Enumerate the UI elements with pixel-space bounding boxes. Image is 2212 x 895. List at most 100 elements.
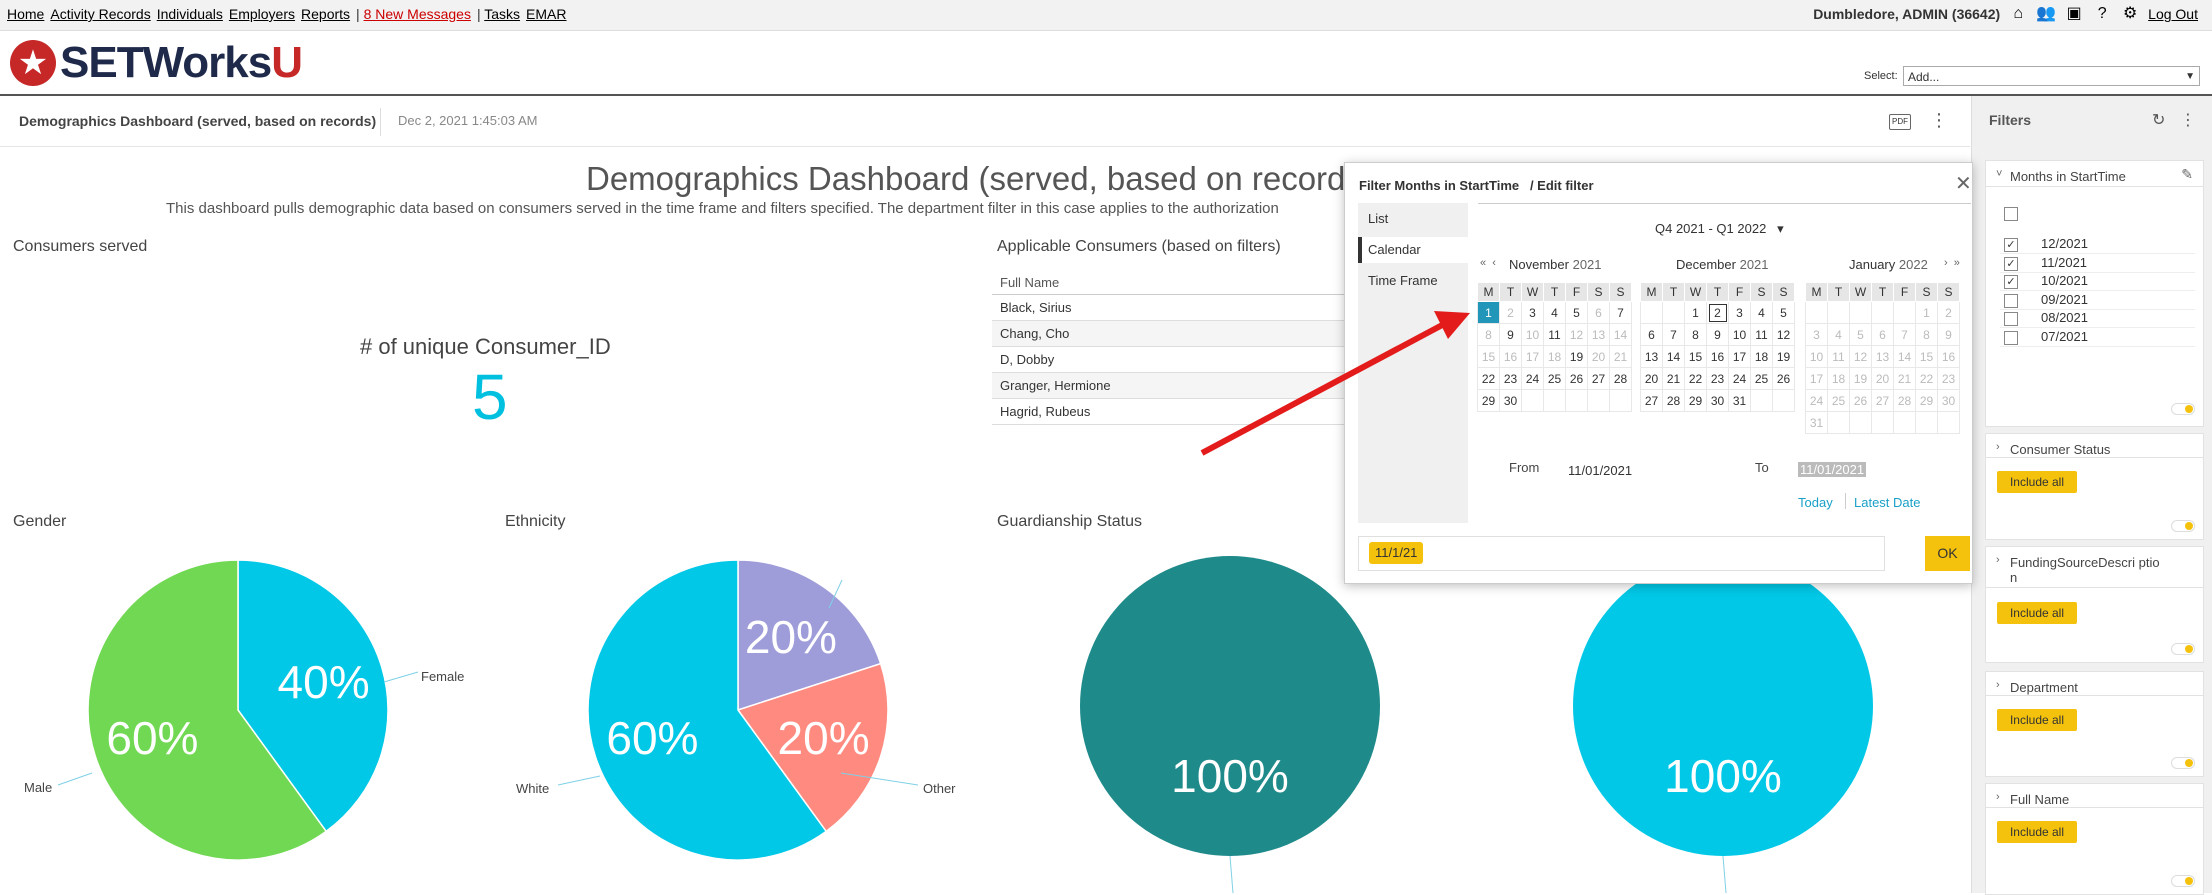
calendar-day[interactable]: 8 <box>1477 323 1500 346</box>
pdf-export-icon[interactable]: PDF <box>1889 114 1911 130</box>
chevron-down-icon[interactable]: ˅ <box>1996 168 2003 180</box>
nav-activity-records-link[interactable]: Activity Records <box>50 6 151 22</box>
chevron-right-icon[interactable]: › <box>1996 554 2000 566</box>
calendar-day[interactable]: 17 <box>1728 345 1751 368</box>
calendar-day[interactable]: 8 <box>1915 323 1938 346</box>
calendar-day[interactable]: 2 <box>1706 301 1729 324</box>
calendar-day[interactable]: 14 <box>1609 323 1632 346</box>
prev-year-icon[interactable]: « ‹ <box>1480 257 1496 269</box>
calendar-day[interactable]: 22 <box>1684 367 1707 390</box>
calendar-day[interactable]: 25 <box>1543 367 1566 390</box>
from-date-input[interactable]: 11/01/2021 <box>1568 463 1633 478</box>
calendar-day[interactable]: 14 <box>1662 345 1685 368</box>
calendar-day[interactable]: 13 <box>1871 345 1894 368</box>
calendar-day[interactable]: 23 <box>1937 367 1960 390</box>
add-select-dropdown[interactable]: Add... ▼ <box>1903 66 2200 86</box>
home-icon[interactable]: ⌂ <box>2013 5 2023 22</box>
calendar-day[interactable]: 13 <box>1640 345 1663 368</box>
nav-employers-link[interactable]: Employers <box>228 6 296 22</box>
select-all-checkbox[interactable] <box>2004 207 2018 221</box>
calendar-day[interactable]: 17 <box>1805 367 1828 390</box>
briefcase-icon[interactable]: ▣ <box>2066 5 2082 22</box>
calendar-day[interactable]: 12 <box>1849 345 1872 368</box>
nav-emar-link[interactable]: EMAR <box>526 6 567 22</box>
month-checkbox[interactable]: ✓ <box>2004 238 2018 252</box>
pie-slice[interactable] <box>87 559 328 861</box>
include-all-button[interactable]: Include all <box>1997 471 2077 493</box>
calendar-day[interactable]: 21 <box>1893 367 1916 390</box>
table-row[interactable]: Chang, Cho <box>992 321 1352 347</box>
close-icon[interactable]: ✕ <box>1955 173 1972 195</box>
calendar-day[interactable]: 6 <box>1871 323 1894 346</box>
calendar-day[interactable]: 6 <box>1587 301 1610 324</box>
to-date-input[interactable]: 11/01/2021 <box>1798 462 1867 477</box>
nav-tasks-link[interactable]: Tasks <box>484 6 521 22</box>
calendar-day[interactable]: 1 <box>1477 301 1500 324</box>
calendar-day[interactable]: 19 <box>1772 345 1795 368</box>
nav-messages-link[interactable]: 8 New Messages <box>363 6 471 22</box>
calendar-day[interactable]: 5 <box>1772 301 1795 324</box>
calendar-day[interactable]: 24 <box>1728 367 1751 390</box>
calendar-day[interactable]: 30 <box>1499 389 1522 412</box>
calendar-day[interactable]: 14 <box>1893 345 1916 368</box>
pie-slice[interactable] <box>736 662 889 833</box>
month-checkbox[interactable]: ✓ <box>2004 275 2018 289</box>
calendar-day[interactable]: 28 <box>1662 389 1685 412</box>
calendar-day[interactable]: 15 <box>1915 345 1938 368</box>
calendar-day[interactable]: 3 <box>1805 323 1828 346</box>
calendar-day[interactable]: 3 <box>1728 301 1751 324</box>
nav-individuals-link[interactable]: Individuals <box>156 6 223 22</box>
pie-slice[interactable] <box>737 559 882 712</box>
pie-slice[interactable] <box>1080 556 1380 856</box>
filter-toggle[interactable] <box>2171 403 2195 415</box>
calendar-day[interactable]: 23 <box>1499 367 1522 390</box>
pie-slice[interactable] <box>237 559 389 833</box>
calendar-day[interactable]: 11 <box>1827 345 1850 368</box>
calendar-day[interactable]: 8 <box>1684 323 1707 346</box>
calendar-day[interactable]: 31 <box>1728 389 1751 412</box>
quarter-range-select[interactable]: Q4 2021 - Q1 2022 ▾ <box>1655 221 1784 236</box>
calendar-day[interactable]: 1 <box>1684 301 1707 324</box>
latest-date-link[interactable]: Latest Date <box>1854 495 1921 510</box>
filter-toggle[interactable] <box>2171 875 2195 887</box>
calendar-day[interactable]: 12 <box>1772 323 1795 346</box>
calendar-day[interactable]: 9 <box>1706 323 1729 346</box>
calendar-day[interactable]: 24 <box>1521 367 1544 390</box>
calendar-day[interactable]: 15 <box>1684 345 1707 368</box>
calendar-day[interactable]: 15 <box>1477 345 1500 368</box>
edit-pencil-icon[interactable]: ✎ <box>2181 166 2193 182</box>
calendar-day[interactable]: 16 <box>1499 345 1522 368</box>
calendar-day[interactable]: 19 <box>1565 345 1588 368</box>
calendar-day[interactable]: 10 <box>1728 323 1751 346</box>
calendar-day[interactable]: 9 <box>1937 323 1960 346</box>
table-row[interactable]: Black, Sirius <box>992 295 1352 321</box>
filter-toggle[interactable] <box>2171 757 2195 769</box>
logout-link[interactable]: Log Out <box>2148 6 2198 22</box>
calendar-day[interactable]: 18 <box>1543 345 1566 368</box>
calendar-day[interactable]: 2 <box>1499 301 1522 324</box>
calendar-day[interactable]: 11 <box>1750 323 1773 346</box>
calendar-day[interactable]: 12 <box>1565 323 1588 346</box>
selected-date-chip[interactable]: 11/1/21 <box>1369 542 1424 564</box>
calendar-day[interactable]: 29 <box>1684 389 1707 412</box>
calendar-day[interactable]: 22 <box>1477 367 1500 390</box>
calendar-day[interactable]: 2 <box>1937 301 1960 324</box>
calendar-day[interactable]: 4 <box>1827 323 1850 346</box>
more-menu-icon[interactable]: ⋮ <box>1930 110 1948 130</box>
calendar-day[interactable]: 3 <box>1521 301 1544 324</box>
calendar-day[interactable]: 4 <box>1750 301 1773 324</box>
include-all-button[interactable]: Include all <box>1997 821 2077 843</box>
calendar-day[interactable]: 21 <box>1609 345 1632 368</box>
month-checkbox[interactable] <box>2004 293 2018 308</box>
chevron-right-icon[interactable]: › <box>1996 679 2000 691</box>
table-row[interactable]: D, Dobby <box>992 347 1352 373</box>
tab-list[interactable]: List <box>1368 211 1389 226</box>
calendar-day[interactable]: 11 <box>1543 323 1566 346</box>
people-icon[interactable]: 👥 <box>2036 5 2057 22</box>
calendar-day[interactable]: 31 <box>1805 411 1828 434</box>
calendar-day[interactable]: 24 <box>1805 389 1828 412</box>
calendar-day[interactable]: 20 <box>1587 345 1610 368</box>
calendar-day[interactable]: 27 <box>1640 389 1663 412</box>
calendar-day[interactable]: 17 <box>1521 345 1544 368</box>
calendar-day[interactable]: 29 <box>1477 389 1500 412</box>
